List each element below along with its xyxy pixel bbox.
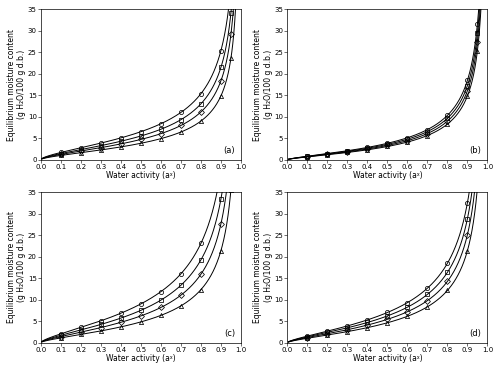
- Y-axis label: Equilibrium moisture content
(g H₂O/100 g d.b.): Equilibrium moisture content (g H₂O/100 …: [254, 211, 273, 323]
- X-axis label: Water activity (aᵡ): Water activity (aᵡ): [352, 171, 422, 180]
- X-axis label: Water activity (aᵡ): Water activity (aᵡ): [106, 171, 176, 180]
- Y-axis label: Equilibrium moisture content
(g H₂O/100 g d.b.): Equilibrium moisture content (g H₂O/100 …: [254, 28, 273, 141]
- Y-axis label: Equilibrium moisture content
(g H₂O/100 g d.b.): Equilibrium moisture content (g H₂O/100 …: [7, 28, 26, 141]
- Y-axis label: Equilibrium moisture content
(g H₂O/100 g d.b.): Equilibrium moisture content (g H₂O/100 …: [7, 211, 26, 323]
- Text: (c): (c): [224, 329, 235, 338]
- Text: (d): (d): [470, 329, 482, 338]
- X-axis label: Water activity (aᵡ): Water activity (aᵡ): [352, 354, 422, 363]
- X-axis label: Water activity (aᵡ): Water activity (aᵡ): [106, 354, 176, 363]
- Text: (b): (b): [470, 146, 482, 155]
- Text: (a): (a): [224, 146, 235, 155]
